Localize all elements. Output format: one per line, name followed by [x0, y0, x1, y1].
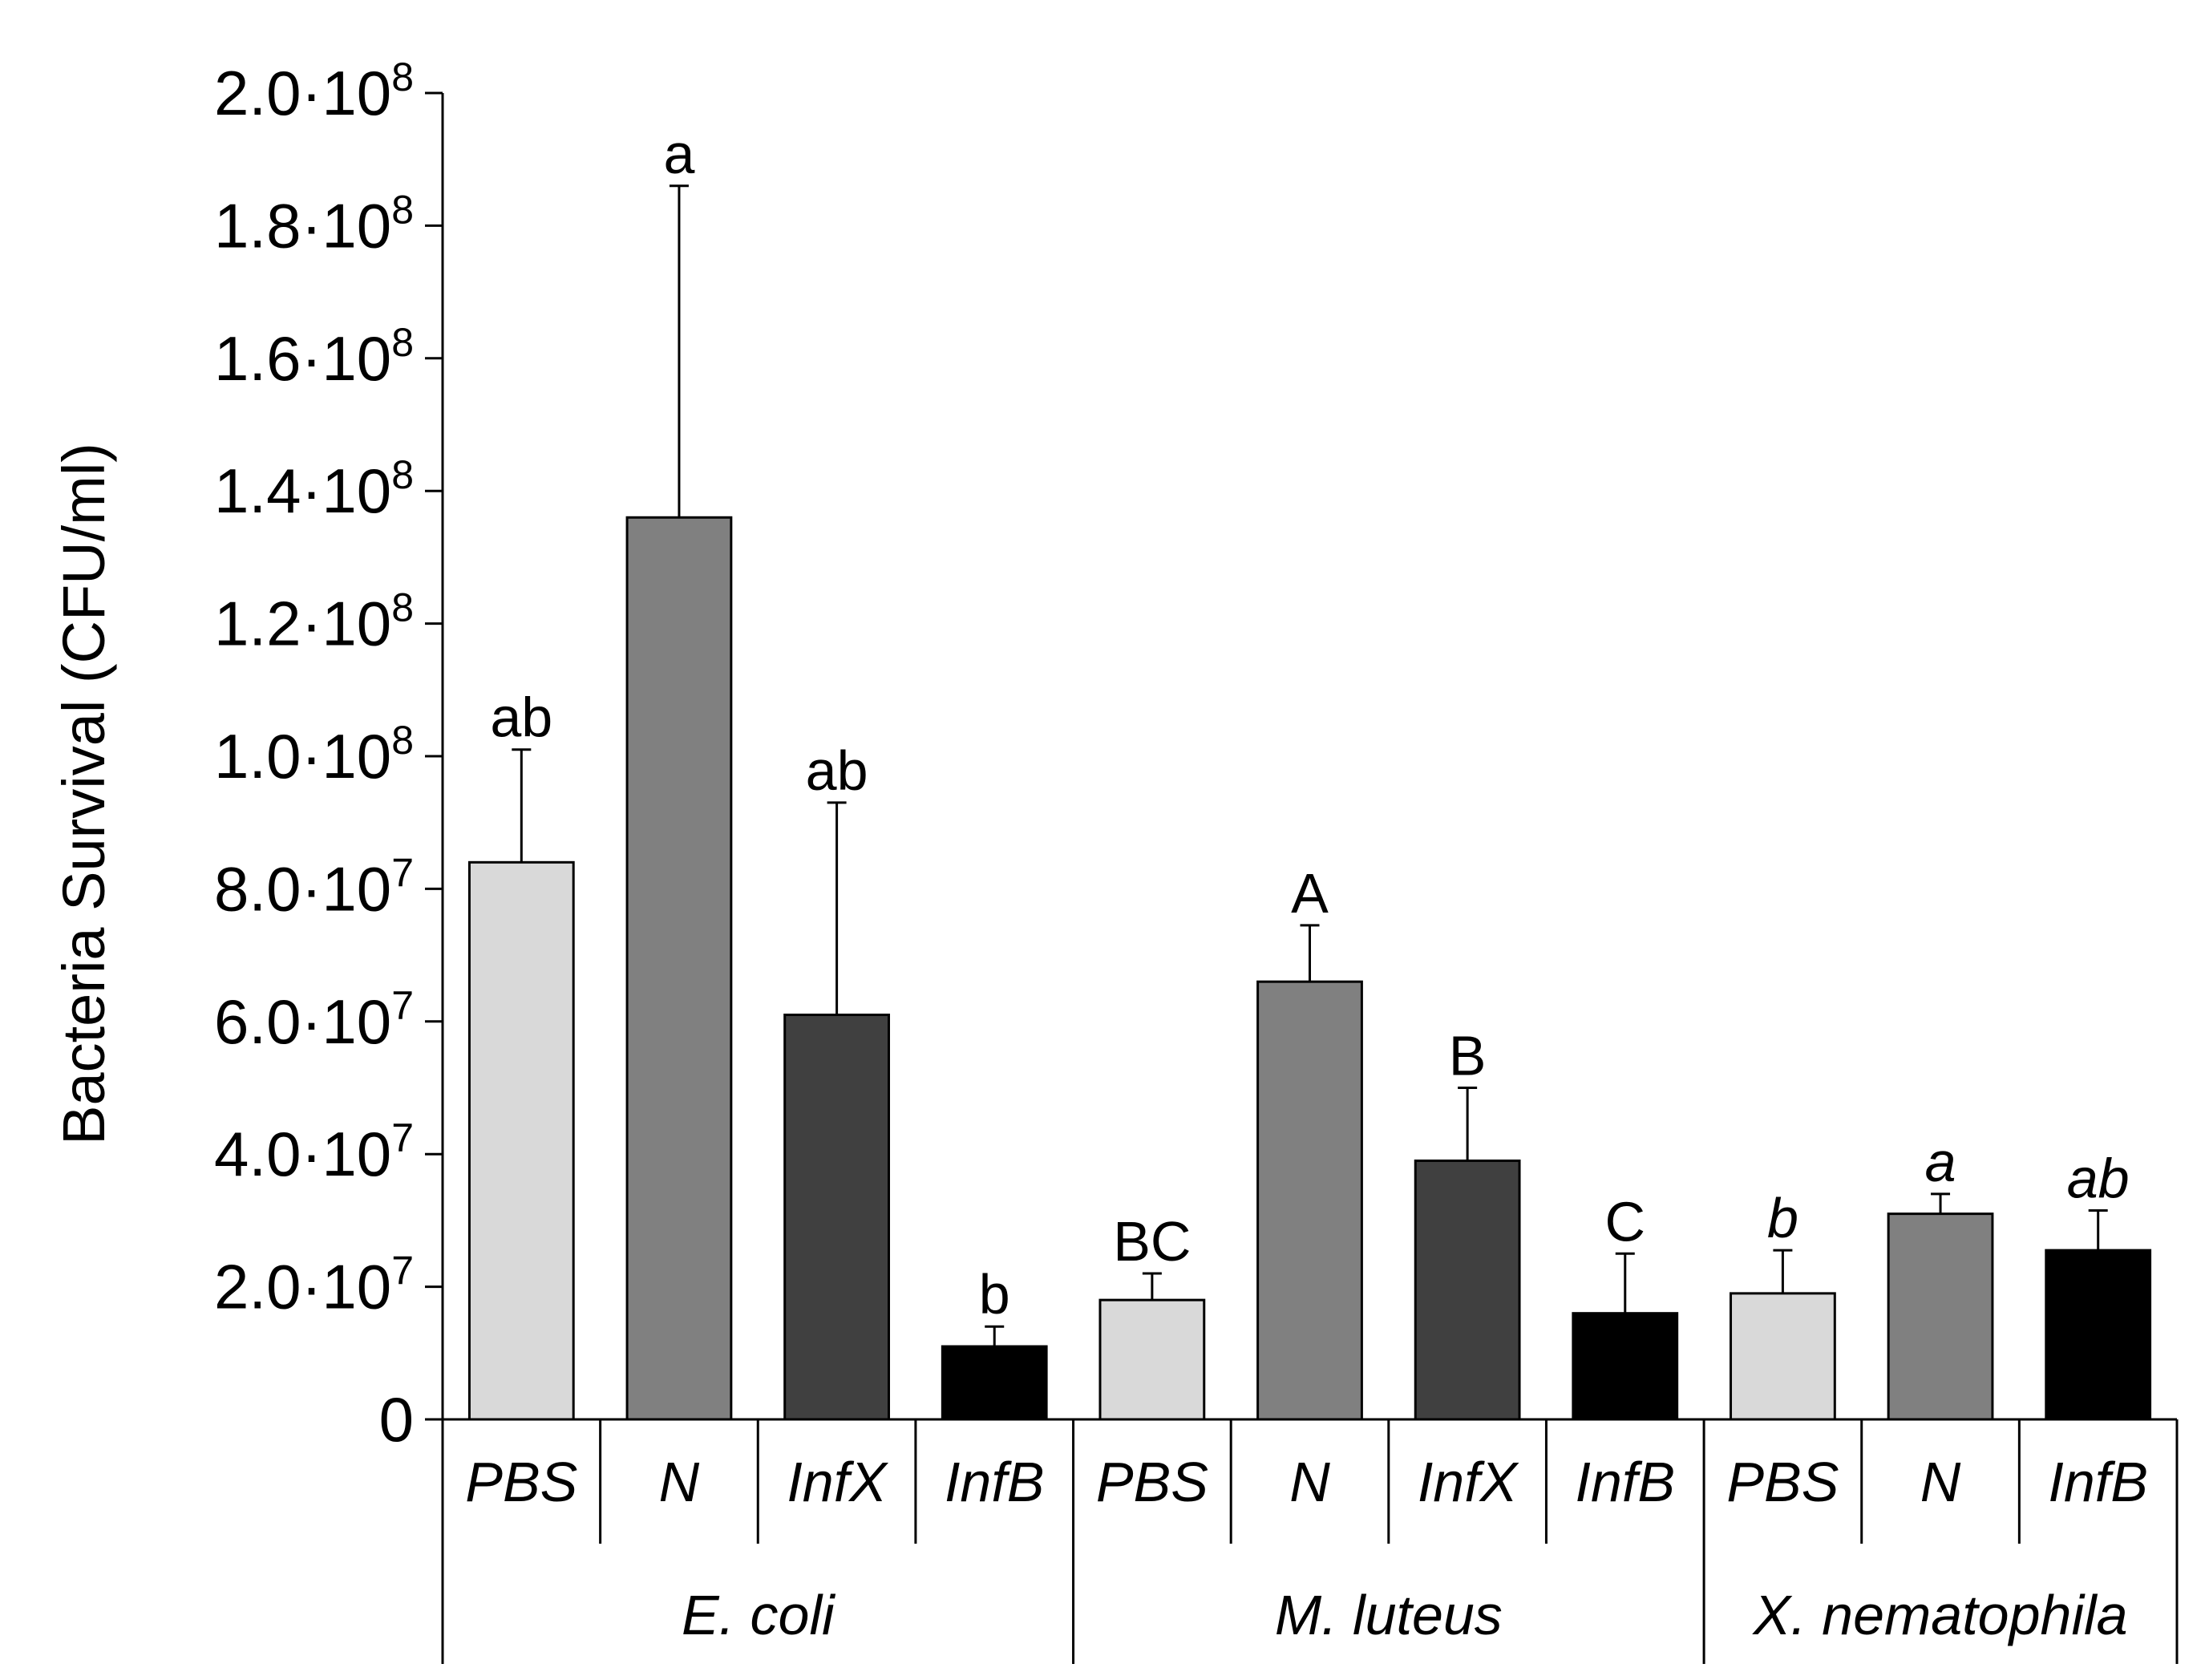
y-tick-label: 1.6·108 — [214, 320, 414, 394]
bar — [1572, 1312, 1679, 1421]
category-label: InfB — [2048, 1451, 2148, 1513]
category-label: InfB — [1576, 1451, 1676, 1513]
significance-label: a — [1925, 1131, 1956, 1193]
significance-label: C — [1604, 1190, 1645, 1253]
category-label: N — [659, 1451, 700, 1513]
significance-label: B — [1449, 1025, 1487, 1087]
significance-label: a — [663, 123, 694, 185]
group-label: M. luteus — [1275, 1584, 1503, 1646]
significance-label: b — [1767, 1187, 1798, 1249]
y-tick-label: 1.4·108 — [214, 452, 414, 526]
bar — [1256, 980, 1363, 1421]
bar — [783, 1014, 890, 1421]
significance-label: BC — [1113, 1210, 1191, 1273]
bar — [467, 860, 575, 1421]
y-tick-label: 8.0·107 — [214, 850, 414, 924]
category-label: PBS — [1726, 1451, 1839, 1513]
significance-label: ab — [2067, 1147, 2130, 1209]
y-tick-label: 1.0·108 — [214, 718, 414, 791]
bar — [2045, 1249, 2152, 1421]
category-label: InfB — [945, 1451, 1045, 1513]
bar — [1887, 1212, 1994, 1421]
x-axis: E. coli PBS N InfX InfB M. luteus PBS N InfX InfB… — [441, 1418, 2179, 1664]
y-tick-label: 0 — [379, 1384, 414, 1455]
y-tick-label: 2.0·108 — [214, 55, 414, 128]
group-label: E. coli — [682, 1584, 836, 1646]
significance-label: ab — [806, 739, 868, 802]
category-label: N — [1920, 1451, 1961, 1513]
y-tick-label: 4.0·107 — [214, 1115, 414, 1189]
bar — [1414, 1159, 1521, 1421]
bar — [1730, 1292, 1836, 1421]
y-tick-label: 6.0·107 — [214, 983, 414, 1057]
category-label: PBS — [1096, 1451, 1208, 1513]
category-label: N — [1289, 1451, 1330, 1513]
y-axis: 0 2.0·107 4.0·107 6.0·107 8.0·107 1.0·108 1.2·… — [214, 55, 444, 1455]
y-axis-label: Bacteria Survival (CFU/ml) — [51, 443, 117, 1145]
category-label: InfX — [787, 1451, 888, 1513]
category-label: InfX — [1418, 1451, 1519, 1513]
bar — [1098, 1298, 1206, 1421]
group-label: X. nematophila — [1752, 1584, 2128, 1646]
category-label: PBS — [465, 1451, 577, 1513]
bar — [941, 1345, 1048, 1421]
significance-label: A — [1291, 862, 1329, 925]
y-tick-label: 1.8·108 — [214, 187, 414, 261]
significance-label: b — [979, 1263, 1010, 1326]
bar — [625, 516, 733, 1421]
y-tick-label: 1.2·108 — [214, 585, 414, 659]
y-tick-label: 2.0·107 — [214, 1249, 414, 1322]
significance-label: ab — [490, 686, 552, 749]
